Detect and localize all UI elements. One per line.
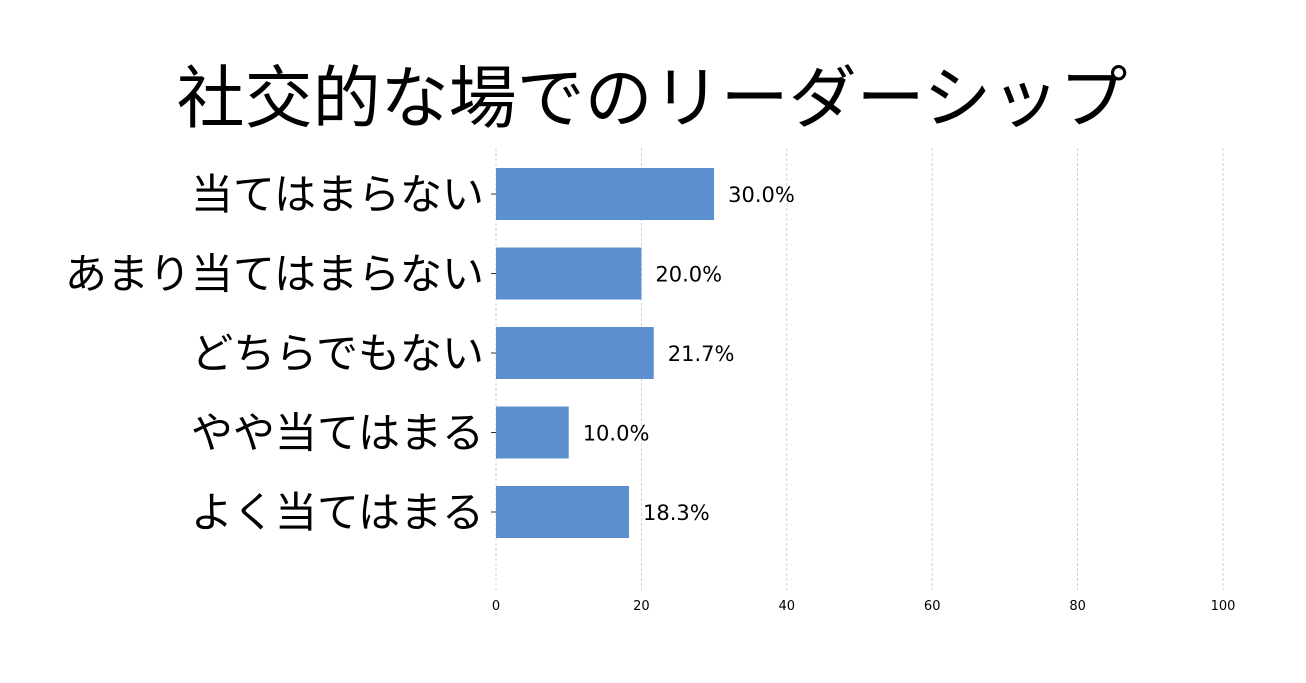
x-tick-label: 0 (492, 599, 500, 614)
data-label: 20.0% (655, 263, 722, 287)
bars (491, 168, 715, 538)
category-label: よく当てはまる (191, 488, 484, 537)
category-label: あまり当てはまらない (65, 250, 484, 299)
bar (496, 486, 630, 538)
x-tick-label: 100 (1211, 599, 1236, 614)
x-tick-label: 20 (633, 599, 650, 614)
category-label: どちらでもない (191, 329, 484, 378)
category-label: 当てはまらない (191, 170, 484, 219)
chart-title: 社交的な場でのリーダーシップ (177, 60, 1128, 139)
data-label: 30.0% (728, 183, 795, 207)
x-tick-label: 60 (924, 599, 941, 614)
category-label: やや当てはまる (191, 409, 484, 458)
data-label: 18.3% (643, 501, 710, 525)
data-label: 10.0% (583, 422, 650, 446)
bar (496, 247, 642, 300)
data-labels: 30.0% 20.0% 21.7% 10.0% 18.3% (583, 183, 795, 525)
x-tick-label: 40 (779, 599, 796, 614)
bar (496, 327, 654, 379)
x-tick-label: 80 (1069, 599, 1086, 614)
bar (496, 168, 715, 220)
data-label: 21.7% (668, 342, 735, 366)
bar (496, 406, 569, 459)
x-axis-ticks: 0 20 40 60 80 100 (492, 599, 1236, 614)
